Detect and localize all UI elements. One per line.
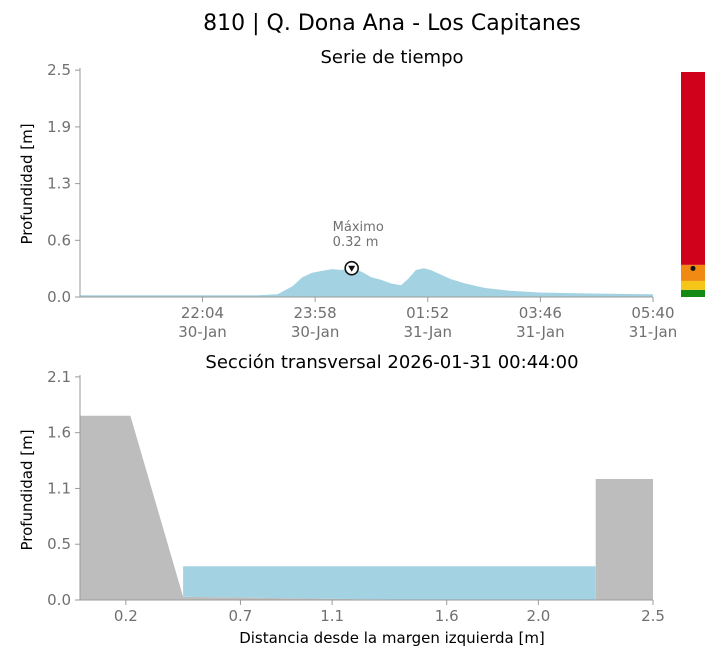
time-series-y-axis-label: Profundidad [m] [18, 123, 36, 244]
alert-level-segment [681, 280, 705, 290]
x-tick-label: 0.7 [229, 607, 253, 625]
x-tick-time-label: 01:52 [406, 304, 449, 322]
y-tick-label: 0.0 [47, 288, 71, 306]
x-tick-date-label: 31-Jan [404, 323, 452, 341]
x-tick-time-label: 23:58 [294, 304, 337, 322]
x-tick-date-label: 30-Jan [178, 323, 226, 341]
x-tick-time-label: 22:04 [181, 304, 224, 322]
alert-level-segment [681, 264, 705, 281]
alert-level-segment [681, 289, 705, 297]
y-tick-label: 1.6 [47, 424, 71, 442]
x-tick-label: 2.5 [641, 607, 665, 625]
y-tick-label: 2.5 [47, 61, 71, 79]
max-marker-arrow [348, 265, 356, 272]
y-tick-label: 0.6 [47, 231, 71, 249]
time-series-plot: 0.00.61.31.92.522:0430-Jan23:5830-Jan01:… [47, 61, 677, 341]
max-annotation-label: Máximo [333, 220, 384, 235]
figure-title: 810 | Q. Dona Ana - Los Capitanes [203, 11, 581, 36]
x-tick-time-label: 05:40 [631, 304, 674, 322]
y-tick-label: 0.5 [47, 535, 71, 553]
alert-current-level-marker [690, 265, 696, 271]
x-tick-label: 1.1 [320, 607, 344, 625]
y-tick-label: 1.3 [47, 175, 71, 193]
x-tick-time-label: 03:46 [519, 304, 562, 322]
alert-level-segment [681, 72, 705, 265]
cross-section-x-axis-label: Distancia desde la margen izquierda [m] [239, 629, 545, 647]
water-surface-area [183, 566, 596, 600]
alert-level-bar [681, 72, 705, 297]
x-tick-label: 1.6 [435, 607, 459, 625]
cross-section-title: Sección transversal 2026-01-31 00:44:00 [205, 352, 578, 373]
x-tick-date-label: 31-Jan [516, 323, 564, 341]
y-tick-label: 0.0 [47, 591, 71, 609]
cross-section-y-axis-label: Profundidad [m] [18, 429, 36, 550]
x-tick-label: 0.2 [114, 607, 138, 625]
y-tick-label: 2.1 [47, 368, 71, 386]
x-tick-label: 2.0 [526, 607, 550, 625]
x-tick-date-label: 30-Jan [291, 323, 339, 341]
y-tick-label: 1.9 [47, 118, 71, 136]
time-series-subtitle: Serie de tiempo [320, 47, 463, 68]
depth-area-series [80, 268, 653, 297]
cross-section-plot: 0.0 0.5 1.1 1.6 2.1 0.2 0.7 1.1 1.6 2.0 2.5 [47, 368, 665, 625]
x-tick-date-label: 31-Jan [629, 323, 677, 341]
y-tick-label: 1.1 [47, 479, 71, 497]
max-annotation-value: 0.32 m [333, 235, 379, 250]
